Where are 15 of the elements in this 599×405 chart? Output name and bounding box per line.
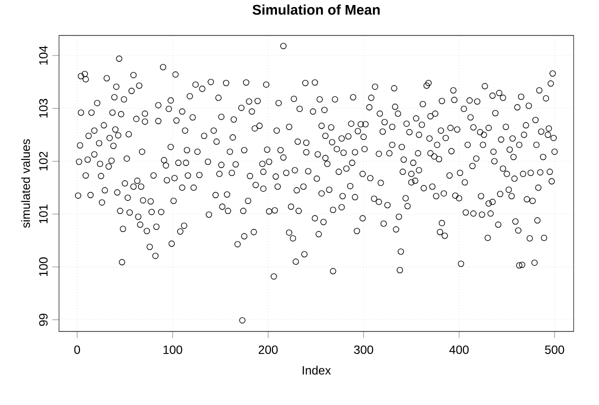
y-tick-label: 104 bbox=[39, 46, 48, 64]
x-tick-label: 100 bbox=[164, 345, 182, 354]
chart-title: Simulation of Mean bbox=[252, 4, 380, 15]
x-tick-label: 0 bbox=[74, 345, 80, 354]
x-tick-label: 200 bbox=[258, 345, 278, 354]
x-tick-label: 400 bbox=[449, 345, 469, 354]
x-axis-title: Index bbox=[302, 366, 331, 374]
y-tick-label: 102 bbox=[39, 152, 48, 170]
x-tick-label: 500 bbox=[545, 345, 564, 354]
x-tick-label: 300 bbox=[354, 345, 374, 354]
y-tick-label: 100 bbox=[39, 257, 48, 276]
y-tick-label: 101 bbox=[39, 204, 48, 223]
y-axis-title: simulated values bbox=[21, 139, 30, 228]
y-tick-label: 103 bbox=[39, 98, 48, 118]
y-tick-label: 99 bbox=[39, 313, 48, 326]
